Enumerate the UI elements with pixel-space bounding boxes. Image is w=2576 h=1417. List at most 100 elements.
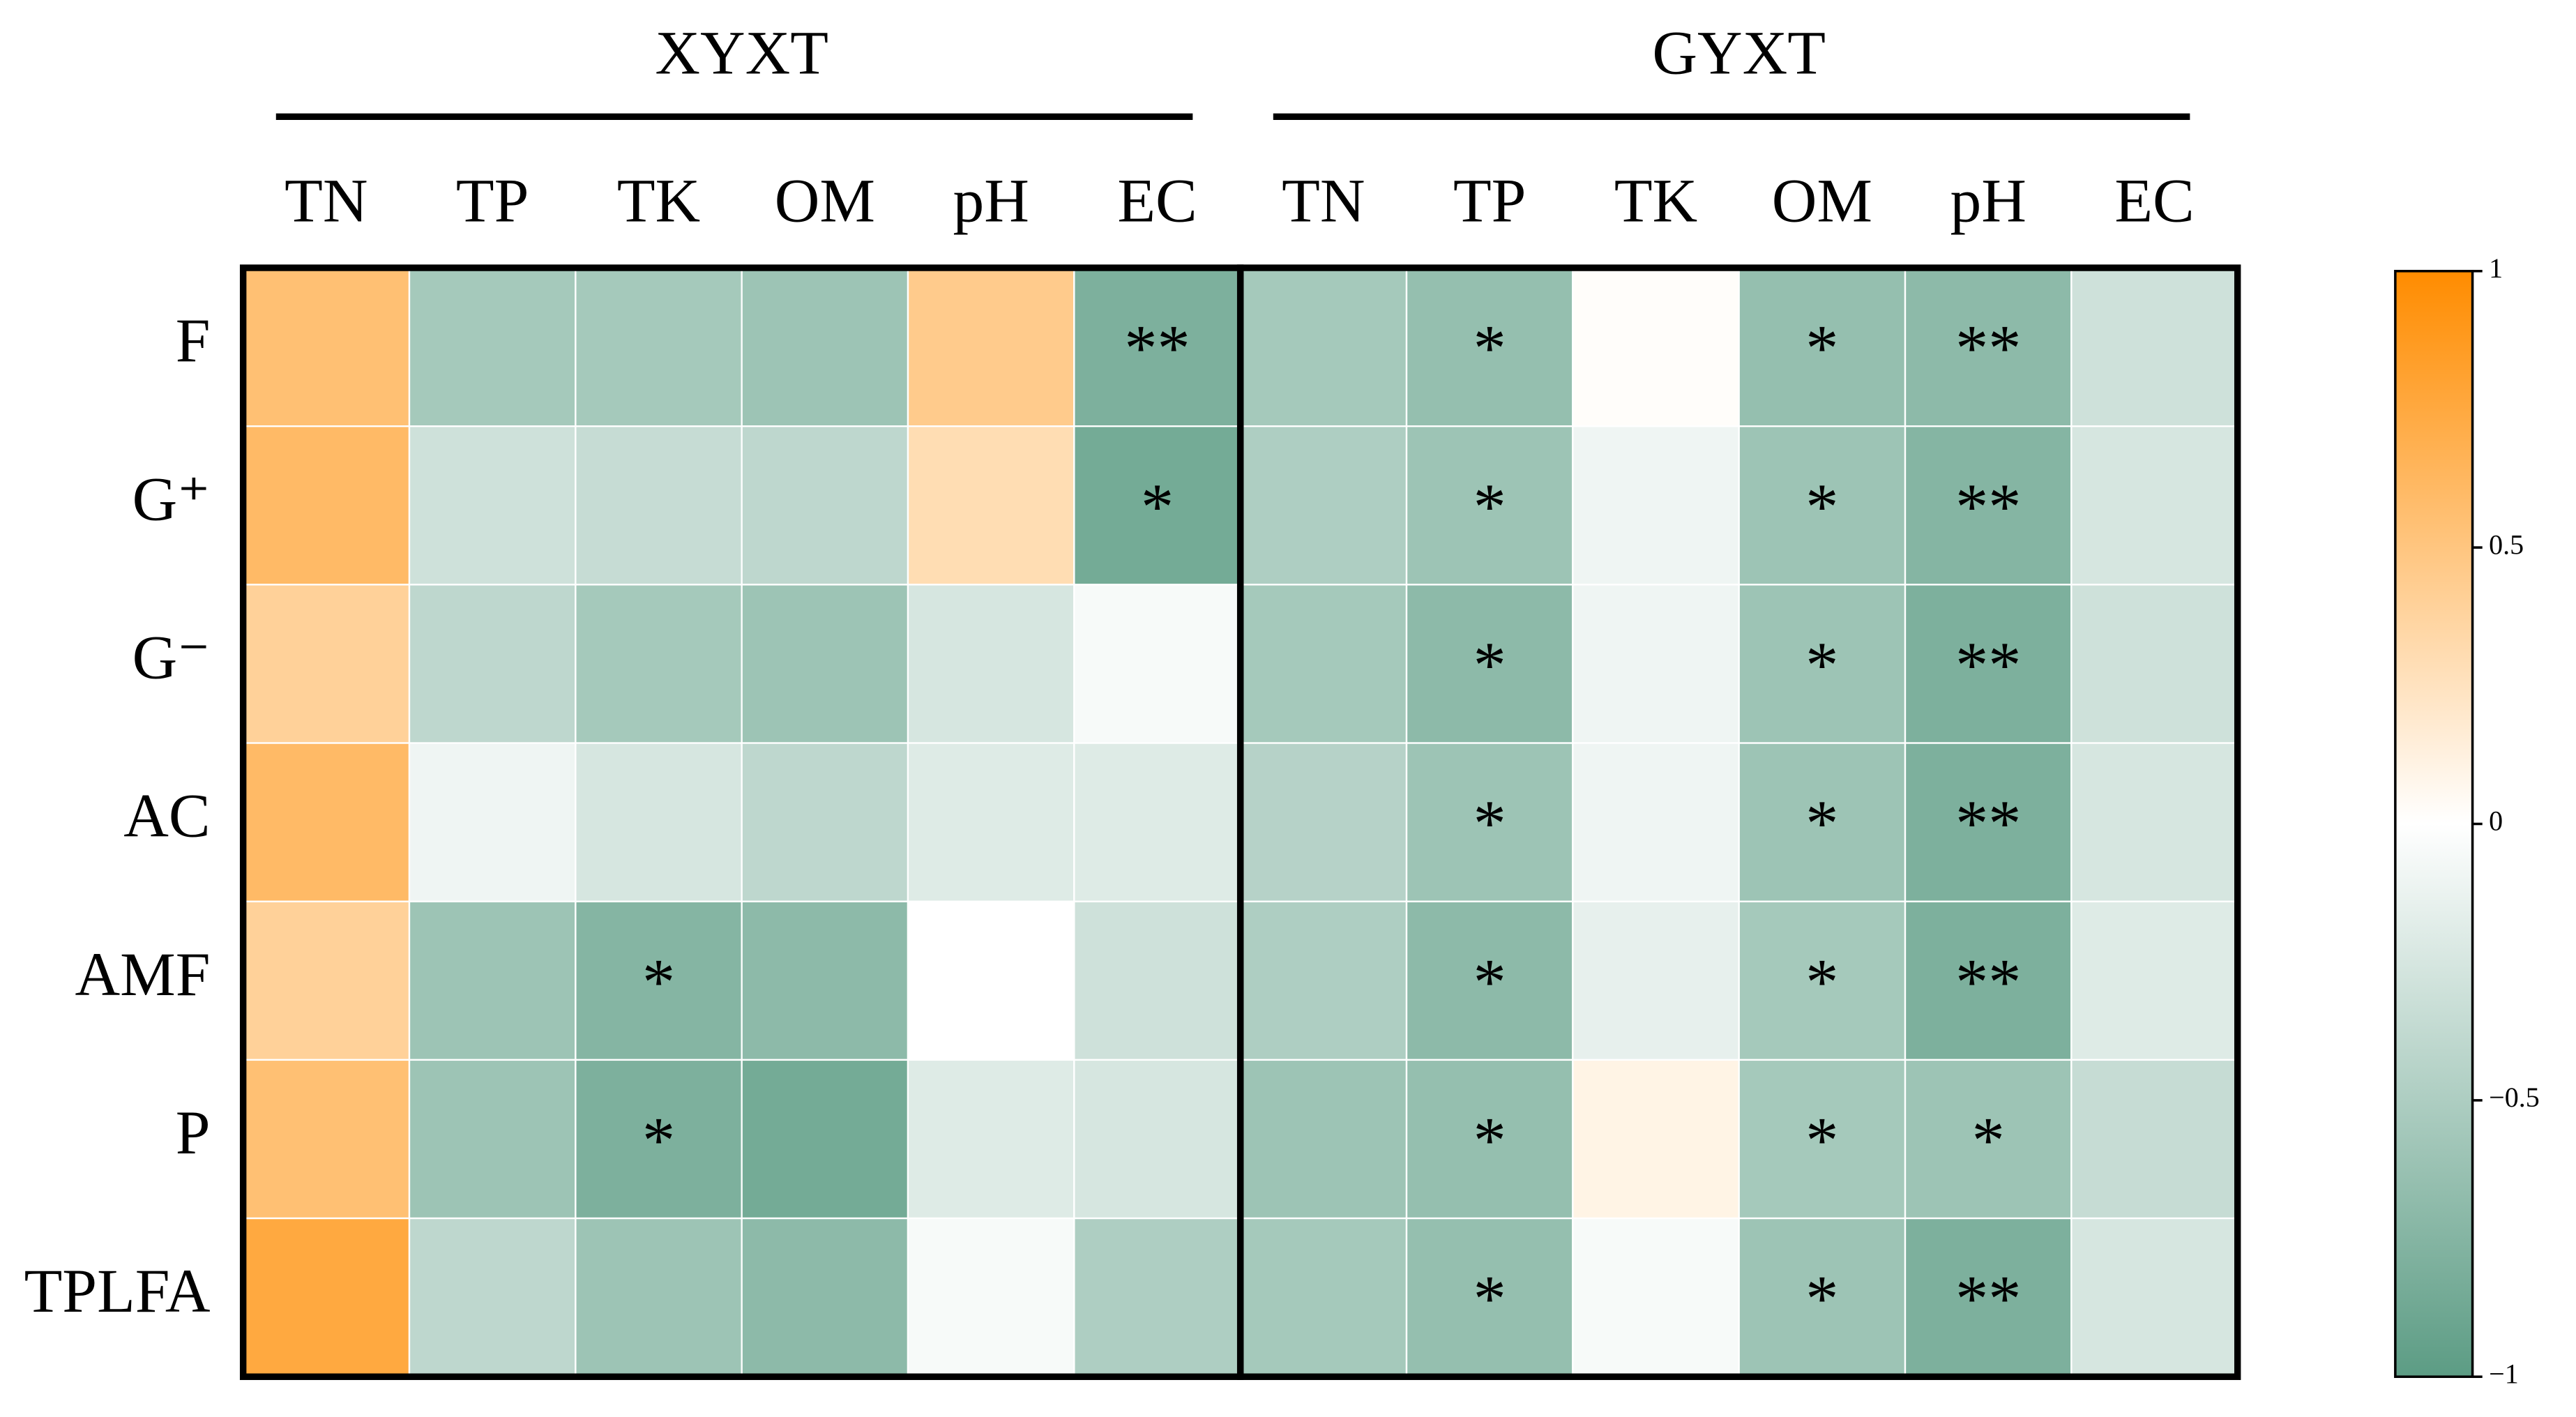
heatmap-cell [1405,900,1574,1061]
row-label: G⁺ [132,464,211,533]
significance-label: * [1473,787,1506,860]
heatmap-cell [1405,1059,1574,1220]
row-label: AMF [75,940,211,1009]
heatmap-cell [2070,900,2238,1061]
significance-label: * [642,946,675,1018]
significance-label: * [1473,1263,1506,1335]
heatmap-cell [1073,1059,1241,1220]
heatmap-cell [2070,742,2238,902]
heatmap-cell [242,742,411,902]
heatmap-cell [1073,266,1241,427]
heatmap-cell [907,425,1075,586]
colorbar-tick-label: −1 [2489,1358,2519,1389]
significance-label: * [1473,946,1506,1018]
row-label: G⁻ [132,623,211,692]
row-label: F [176,306,211,375]
significance-label: ** [1955,629,2021,702]
heatmap-cell [741,1217,909,1378]
heatmap-cell [1904,742,2073,902]
significance-label: * [1805,312,1838,385]
significance-label: * [1141,471,1174,543]
column-label: OM [1772,166,1872,235]
heatmap-cell [1572,584,1740,744]
significance-label: * [1473,312,1506,385]
heatmap-cell [907,1059,1075,1220]
heatmap-cell [408,584,577,744]
heatmap-cell [242,584,411,744]
colorbar-tick-label: 0 [2489,805,2503,837]
heatmap-cell [1572,1217,1740,1378]
heatmap-cell [242,900,411,1061]
heatmap-cell [408,425,577,586]
colorbar-tick-label: 1 [2489,252,2503,284]
heatmap-cell [1572,742,1740,902]
heatmap-cell [1572,900,1740,1061]
column-label: TP [1453,166,1526,235]
significance-label: * [1805,471,1838,543]
heatmap-cell [408,742,577,902]
heatmap-cell [1904,1217,2073,1378]
heatmap-cell [1904,425,2073,586]
heatmap-cell [575,425,743,586]
heatmap-cell [1073,584,1241,744]
heatmap-cell [1904,900,2073,1061]
heatmap-cell [1904,1059,2073,1220]
row-label: P [176,1098,211,1167]
heatmap-cell [741,584,909,744]
significance-label: ** [1955,946,2021,1018]
column-label: TP [456,166,529,235]
heatmap-cell [2070,1217,2238,1378]
significance-label: ** [1124,312,1190,385]
heatmap-cell [1073,425,1241,586]
heatmap-cell [907,742,1075,902]
significance-label: * [1805,1263,1838,1335]
heatmap-cell [1239,1217,1408,1378]
heatmap-cell [242,1217,411,1378]
column-label: TN [285,166,368,235]
heatmap-cell [575,584,743,744]
heatmap-cell [575,1217,743,1378]
heatmap-cell [1239,742,1408,902]
heatmap-cell [1073,900,1241,1061]
heatmap-cell [2070,1059,2238,1220]
heatmap-cell [741,425,909,586]
heatmap-cell [2070,266,2238,427]
heatmap-cell [1239,900,1408,1061]
significance-label: ** [1955,787,2021,860]
significance-label: * [1805,1104,1838,1176]
column-label: TK [1614,166,1697,235]
heatmap-cell [1738,1059,1907,1220]
heatmap-cell [575,1059,743,1220]
colorbar [2394,269,2474,1379]
column-label: TK [617,166,700,235]
group-border [1236,264,2241,1380]
heatmap-cell [408,1059,577,1220]
heatmap-cell [1405,742,1574,902]
heatmap-cell [907,1217,1075,1378]
heatmap-cell [1738,900,1907,1061]
heatmap-cell [1572,1059,1740,1220]
heatmap-cell [1904,266,2073,427]
colorbar-tick-label: −0.5 [2489,1082,2540,1113]
significance-label: * [1473,1104,1506,1176]
group-label: GYXT [1652,18,1826,87]
heatmap-cell [1738,584,1907,744]
colorbar-tick-label: 0.5 [2489,529,2524,560]
heatmap-cell [1239,584,1408,744]
significance-label: * [1473,471,1506,543]
group-label: XYXT [655,18,828,87]
significance-label: * [1972,1104,2005,1176]
heatmap-cell [1239,425,1408,586]
heatmap-cell [575,900,743,1061]
column-label: TN [1282,166,1365,235]
heatmap-cell [408,1217,577,1378]
heatmap-cell [1239,266,1408,427]
row-label: TPLFA [24,1257,211,1326]
significance-label: * [1473,629,1506,702]
heatmap-cell [741,1059,909,1220]
heatmap-cell [2070,425,2238,586]
significance-label: * [1805,629,1838,702]
column-label: EC [2114,166,2194,235]
heatmap-cell [242,266,411,427]
